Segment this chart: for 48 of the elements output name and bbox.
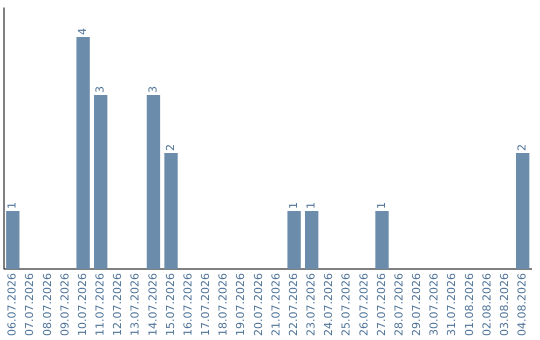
x-tick-label: 15.07.2026	[164, 273, 177, 336]
data-label: 2	[164, 144, 177, 152]
x-tick-label: 12.07.2026	[111, 273, 124, 336]
bar	[305, 211, 318, 270]
x-tick-label: 23.07.2026	[304, 273, 318, 336]
x-tick-label: 06.07.2026	[6, 273, 19, 336]
data-label: 1	[304, 202, 318, 210]
data-label: 1	[6, 202, 19, 210]
x-tick-label: 10.07.2026	[76, 273, 89, 336]
x-tick-label: 11.07.2026	[94, 273, 107, 336]
x-tick-label: 02.08.2026	[480, 273, 494, 336]
bar	[287, 211, 301, 270]
x-tick-label: 08.07.2026	[40, 273, 54, 336]
data-label: 1	[374, 202, 388, 210]
x-tick-label: 21.07.2026	[269, 273, 282, 336]
bar	[146, 95, 160, 270]
x-tick-label: 01.08.2026	[462, 273, 476, 336]
bar	[164, 153, 178, 270]
x-tick-label: 31.07.2026	[445, 273, 458, 336]
x-tick-label: 28.07.2026	[392, 273, 406, 336]
x-tick-label: 27.07.2026	[374, 273, 388, 336]
x-tick-label: 17.07.2026	[199, 273, 212, 336]
x-tick-label: 25.07.2026	[340, 273, 353, 336]
data-label: 3	[94, 86, 107, 94]
x-tick-label: 22.07.2026	[286, 273, 300, 336]
x-tick-label: 07.07.2026	[23, 273, 36, 336]
x-tick-label: 24.07.2026	[322, 273, 336, 336]
x-tick-label: 20.07.2026	[252, 273, 265, 336]
bar	[94, 95, 108, 270]
bar	[76, 37, 90, 270]
data-label: 4	[76, 28, 89, 35]
x-tick-label: 30.07.2026	[428, 273, 441, 336]
x-tick-label: 16.07.2026	[181, 273, 194, 336]
x-tick-label: 19.07.2026	[234, 273, 248, 336]
data-label: 3	[146, 86, 160, 94]
bar	[6, 211, 20, 270]
data-label: 2	[516, 144, 529, 152]
data-label: 1	[286, 202, 300, 210]
x-tick-label: 04.08.2026	[516, 273, 529, 336]
x-tick-label: 26.07.2026	[357, 273, 370, 336]
bar	[375, 211, 389, 270]
x-tick-label: 18.07.2026	[216, 273, 230, 336]
x-tick-label: 09.07.2026	[58, 273, 72, 336]
x-tick-label: 14.07.2026	[146, 273, 160, 336]
x-tick-label: 03.08.2026	[498, 273, 511, 336]
x-tick-label: 13.07.2026	[128, 273, 142, 336]
bar	[516, 153, 530, 270]
x-tick-label: 29.07.2026	[410, 273, 424, 336]
